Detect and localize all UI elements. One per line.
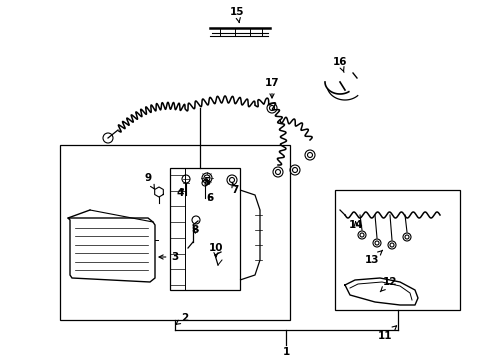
Text: 8: 8 xyxy=(192,225,198,235)
Text: 10: 10 xyxy=(209,243,223,257)
Text: 6: 6 xyxy=(206,193,214,203)
Text: 1: 1 xyxy=(283,347,290,357)
Bar xyxy=(335,190,460,310)
Text: 16: 16 xyxy=(333,57,347,72)
Text: 11: 11 xyxy=(378,326,396,341)
Bar xyxy=(60,145,290,320)
Text: 7: 7 xyxy=(231,182,239,195)
Text: 5: 5 xyxy=(203,177,211,187)
Text: 12: 12 xyxy=(380,277,397,292)
Text: 4: 4 xyxy=(176,188,184,198)
Text: 17: 17 xyxy=(265,78,279,98)
Text: 14: 14 xyxy=(349,220,363,230)
Text: 3: 3 xyxy=(159,252,179,262)
Text: 15: 15 xyxy=(230,7,244,23)
Bar xyxy=(170,168,240,290)
Text: 9: 9 xyxy=(145,173,154,189)
Text: 2: 2 xyxy=(176,313,189,324)
Text: 13: 13 xyxy=(365,250,383,265)
